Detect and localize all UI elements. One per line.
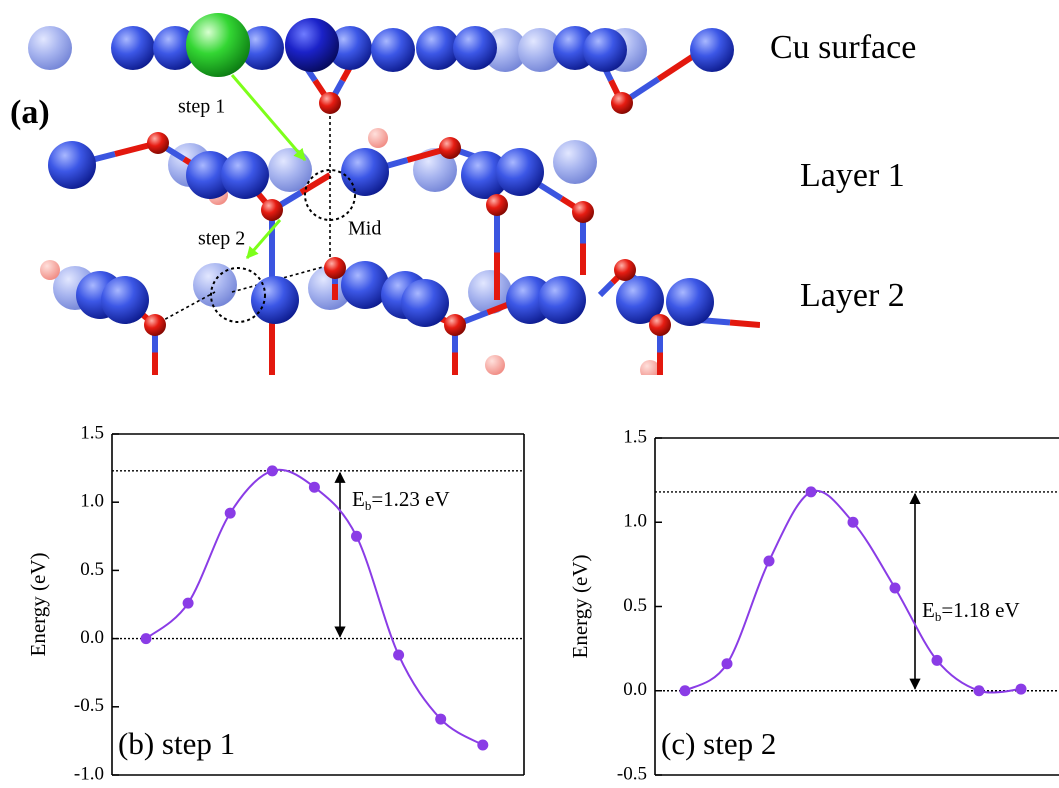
- atom: [485, 355, 505, 375]
- y-tick-label: 0.0: [80, 627, 104, 648]
- atom: [341, 261, 389, 309]
- y-tick-label: -0.5: [74, 695, 104, 716]
- step-arrow: [247, 220, 280, 258]
- step-arrow: [232, 75, 305, 160]
- data-point: [141, 633, 152, 644]
- data-point: [351, 531, 362, 542]
- barrier-label: Eb=1.18 eV: [922, 598, 1020, 624]
- atom: [285, 18, 339, 72]
- site-label: Mid: [348, 218, 381, 240]
- atom: [324, 257, 346, 279]
- atom: [28, 26, 72, 70]
- atom: [268, 148, 312, 192]
- atom: [583, 28, 627, 72]
- atom: [614, 259, 636, 281]
- data-point: [393, 649, 404, 660]
- bond: [730, 323, 760, 326]
- atom: [486, 194, 508, 216]
- atom: [496, 148, 544, 196]
- atom: [48, 141, 96, 189]
- bond: [600, 283, 613, 296]
- data-point: [680, 685, 691, 696]
- figure: (a) Cu surface Layer 1 Layer 2 step 1 st…: [0, 0, 1059, 788]
- data-point: [309, 482, 320, 493]
- layer-label: Layer 2: [800, 277, 905, 314]
- atom: [690, 28, 734, 72]
- atom: [649, 314, 671, 336]
- atom: [40, 260, 60, 280]
- atom: [453, 26, 497, 70]
- atom: [572, 201, 594, 223]
- barrier-symbol: E: [352, 487, 365, 511]
- barrier-symbol: E: [922, 598, 935, 622]
- atom: [538, 276, 586, 324]
- y-tick-label: 0.5: [623, 595, 647, 616]
- data-point: [722, 658, 733, 669]
- atom: [144, 314, 166, 336]
- atom: [111, 26, 155, 70]
- y-tick-label: 1.0: [80, 491, 104, 512]
- data-point: [183, 598, 194, 609]
- atom: [666, 278, 714, 326]
- data-point: [848, 517, 859, 528]
- atom: [251, 276, 299, 324]
- barrier-label: Eb=1.23 eV: [352, 487, 450, 513]
- panel-label: (b) step 1: [118, 726, 235, 761]
- data-point: [477, 739, 488, 750]
- energy-curve: [146, 470, 483, 745]
- data-point: [890, 582, 901, 593]
- data-point: [806, 486, 817, 497]
- y-axis-label: Energy (eV): [26, 553, 50, 657]
- atom: [221, 151, 269, 199]
- bond: [540, 185, 562, 199]
- atom: [147, 132, 169, 154]
- atom: [444, 314, 466, 336]
- atom: [553, 140, 597, 184]
- atom: [261, 199, 283, 221]
- atom: [611, 92, 633, 114]
- data-point: [974, 685, 985, 696]
- atom: [368, 128, 388, 148]
- atomic-structure: [28, 13, 760, 380]
- y-tick-label: 0.5: [80, 559, 104, 580]
- step-label: step 1: [178, 96, 225, 118]
- bond: [659, 55, 696, 79]
- atom: [319, 92, 341, 114]
- step-label: step 2: [198, 228, 245, 250]
- y-tick-label: -1.0: [74, 763, 104, 784]
- data-point: [267, 465, 278, 476]
- atom: [101, 276, 149, 324]
- data-point: [764, 556, 775, 567]
- y-tick-label: 0.0: [623, 679, 647, 700]
- atom: [401, 279, 449, 327]
- layer-label: Cu surface: [770, 29, 916, 66]
- y-tick-label: 1.5: [80, 422, 104, 443]
- panel-label: (c) step 2: [661, 726, 776, 761]
- atom: [193, 263, 237, 307]
- y-tick-label: -0.5: [617, 763, 647, 784]
- data-point: [435, 714, 446, 725]
- y-axis-label: Energy (eV): [568, 555, 592, 659]
- panel-label: (a): [10, 94, 50, 131]
- layer-label: Layer 1: [800, 157, 905, 194]
- barrier-value: =1.23 eV: [371, 487, 449, 511]
- y-tick-label: 1.5: [623, 426, 647, 447]
- atom: [439, 137, 461, 159]
- data-point: [1016, 684, 1027, 695]
- data-point: [932, 655, 943, 666]
- atom: [186, 13, 250, 77]
- barrier-value: =1.18 eV: [941, 598, 1019, 622]
- data-point: [225, 508, 236, 519]
- atom: [371, 28, 415, 72]
- y-tick-label: 1.0: [623, 511, 647, 532]
- atom: [341, 148, 389, 196]
